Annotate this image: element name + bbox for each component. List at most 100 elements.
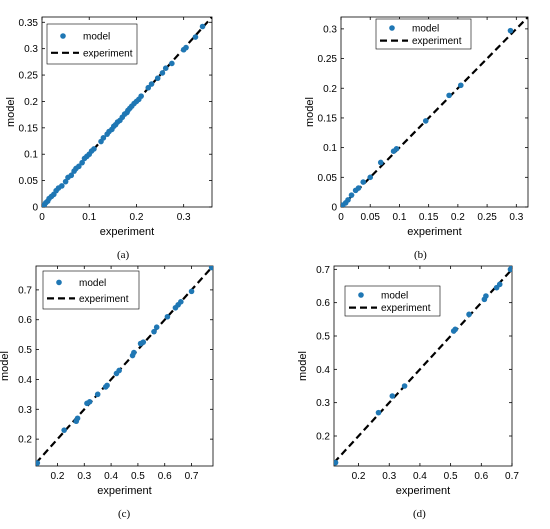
y-axis-label: model bbox=[304, 97, 316, 127]
x-tick-label: 0.25 bbox=[477, 212, 497, 223]
data-point bbox=[360, 179, 367, 185]
data-point bbox=[62, 178, 69, 185]
caption-d: (d) bbox=[413, 508, 426, 520]
data-point bbox=[496, 281, 503, 288]
y-tick-label: 0.7 bbox=[18, 285, 32, 296]
data-point bbox=[100, 135, 107, 141]
y-tick-label: 0.2 bbox=[24, 97, 38, 108]
data-point bbox=[104, 382, 110, 389]
data-point bbox=[192, 34, 199, 40]
legend: model experiment bbox=[42, 270, 140, 310]
legend-label-model: model bbox=[79, 278, 106, 289]
data-point bbox=[345, 197, 351, 203]
x-tick-label: 0 bbox=[338, 212, 344, 223]
y-tick-label: 0 bbox=[331, 203, 337, 214]
data-point bbox=[183, 44, 189, 51]
x-tick-label: 0.05 bbox=[360, 212, 380, 223]
data-point bbox=[131, 349, 137, 356]
legend-label-experiment: experiment bbox=[79, 294, 129, 305]
y-tick-label: 0 bbox=[32, 203, 38, 214]
x-tick-label: 0.3 bbox=[382, 471, 396, 482]
legend-label-model: model bbox=[381, 291, 408, 302]
x-tick-label: 0.7 bbox=[185, 471, 199, 482]
x-tick-label: 0.3 bbox=[77, 471, 91, 482]
data-point bbox=[91, 146, 97, 152]
y-tick-label: 0.6 bbox=[18, 315, 32, 326]
data-point bbox=[422, 118, 429, 124]
x-tick-label: 0.6 bbox=[474, 471, 488, 482]
data-point bbox=[148, 81, 155, 87]
data-point bbox=[59, 183, 65, 189]
x-tick-label: 0.4 bbox=[413, 471, 427, 482]
data-point bbox=[452, 326, 459, 333]
data-point bbox=[79, 159, 85, 166]
data-point bbox=[36, 460, 41, 466]
x-axis-label: experiment bbox=[100, 226, 154, 238]
chart-panel-2: 0 0.05 0.1 0.15 0.2 0.25 0.3 0 0.05 0.1 0.15 0.2 0.2… bbox=[304, 16, 529, 238]
x-tick-label: 0.5 bbox=[131, 471, 145, 482]
data-point bbox=[151, 328, 157, 335]
y-tick-label: 0.4 bbox=[316, 365, 330, 376]
y-tick-label: 0.05 bbox=[19, 176, 39, 187]
y-tick-label: 0.2 bbox=[316, 432, 330, 443]
x-tick-label: 0.2 bbox=[51, 471, 65, 482]
data-point bbox=[74, 415, 81, 422]
data-point bbox=[169, 60, 175, 67]
data-point bbox=[483, 293, 489, 299]
x-tick-label: 0.3 bbox=[509, 212, 523, 223]
y-tick-label: 0.3 bbox=[316, 398, 330, 409]
data-point bbox=[61, 427, 67, 433]
data-point bbox=[178, 299, 184, 305]
data-point bbox=[348, 192, 355, 198]
y-tick-label: 0.3 bbox=[323, 24, 337, 35]
data-point bbox=[389, 393, 396, 399]
legend-marker-model bbox=[358, 292, 364, 298]
y-tick-label: 0.15 bbox=[318, 113, 338, 124]
legend-label-experiment: experiment bbox=[83, 48, 133, 59]
data-point bbox=[393, 146, 400, 152]
plot-content bbox=[341, 17, 528, 207]
plot-content bbox=[36, 266, 213, 466]
y-tick-label: 0.1 bbox=[24, 150, 38, 161]
x-tick-label: 0.2 bbox=[352, 471, 366, 482]
data-point bbox=[140, 339, 147, 345]
data-point bbox=[153, 324, 160, 330]
data-point bbox=[509, 266, 512, 271]
data-point bbox=[208, 266, 213, 271]
data-point bbox=[457, 82, 464, 89]
y-tick-label: 0.2 bbox=[323, 84, 337, 95]
legend-box bbox=[46, 23, 138, 65]
data-point bbox=[164, 313, 171, 320]
y-tick-label: 0.5 bbox=[316, 332, 330, 343]
y-tick-label: 0.25 bbox=[318, 54, 338, 65]
caption-a: (a) bbox=[117, 249, 130, 261]
y-axis-label: model bbox=[0, 351, 11, 381]
x-tick-label: 0.4 bbox=[104, 471, 118, 482]
x-tick-label: 0.2 bbox=[129, 212, 143, 223]
chart-panel-1: 0 0.1 0.2 0.3 0 0.05 0.1 0.15 0.2 0.25 0.3 0.35 expe… bbox=[5, 16, 213, 238]
data-point bbox=[355, 185, 362, 191]
data-point bbox=[94, 391, 101, 398]
x-axis-label: experiment bbox=[97, 485, 151, 497]
x-tick-label: 0 bbox=[39, 212, 45, 223]
x-tick-label: 0.1 bbox=[392, 212, 406, 223]
data-point bbox=[334, 459, 339, 466]
y-tick-label: 0.2 bbox=[18, 435, 32, 446]
data-point bbox=[466, 311, 472, 318]
data-point bbox=[116, 367, 122, 374]
y-tick-label: 0.7 bbox=[316, 265, 330, 276]
y-tick-label: 0.3 bbox=[18, 405, 32, 416]
data-point bbox=[401, 383, 408, 389]
data-point bbox=[68, 172, 75, 179]
data-point bbox=[145, 84, 152, 91]
data-point bbox=[507, 27, 514, 34]
legend-label-experiment: experiment bbox=[381, 303, 431, 314]
y-tick-label: 0.4 bbox=[18, 375, 32, 386]
data-point bbox=[199, 23, 206, 30]
data-point bbox=[446, 92, 452, 99]
x-tick-label: 0.2 bbox=[451, 212, 465, 223]
y-tick-label: 0.15 bbox=[19, 123, 39, 134]
